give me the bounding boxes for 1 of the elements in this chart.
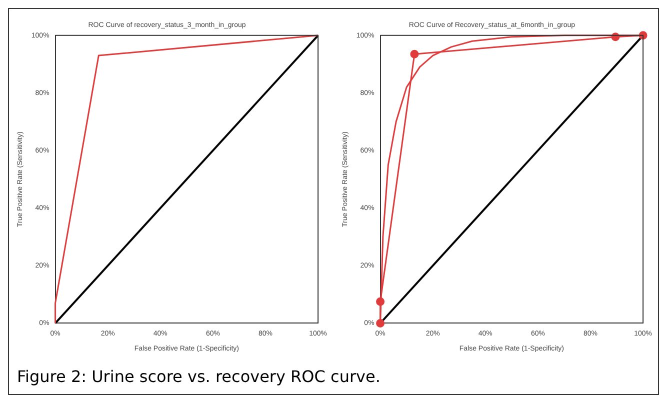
caption: Figure 2: Urine score vs. recovery ROC curve. (16, 366, 382, 388)
